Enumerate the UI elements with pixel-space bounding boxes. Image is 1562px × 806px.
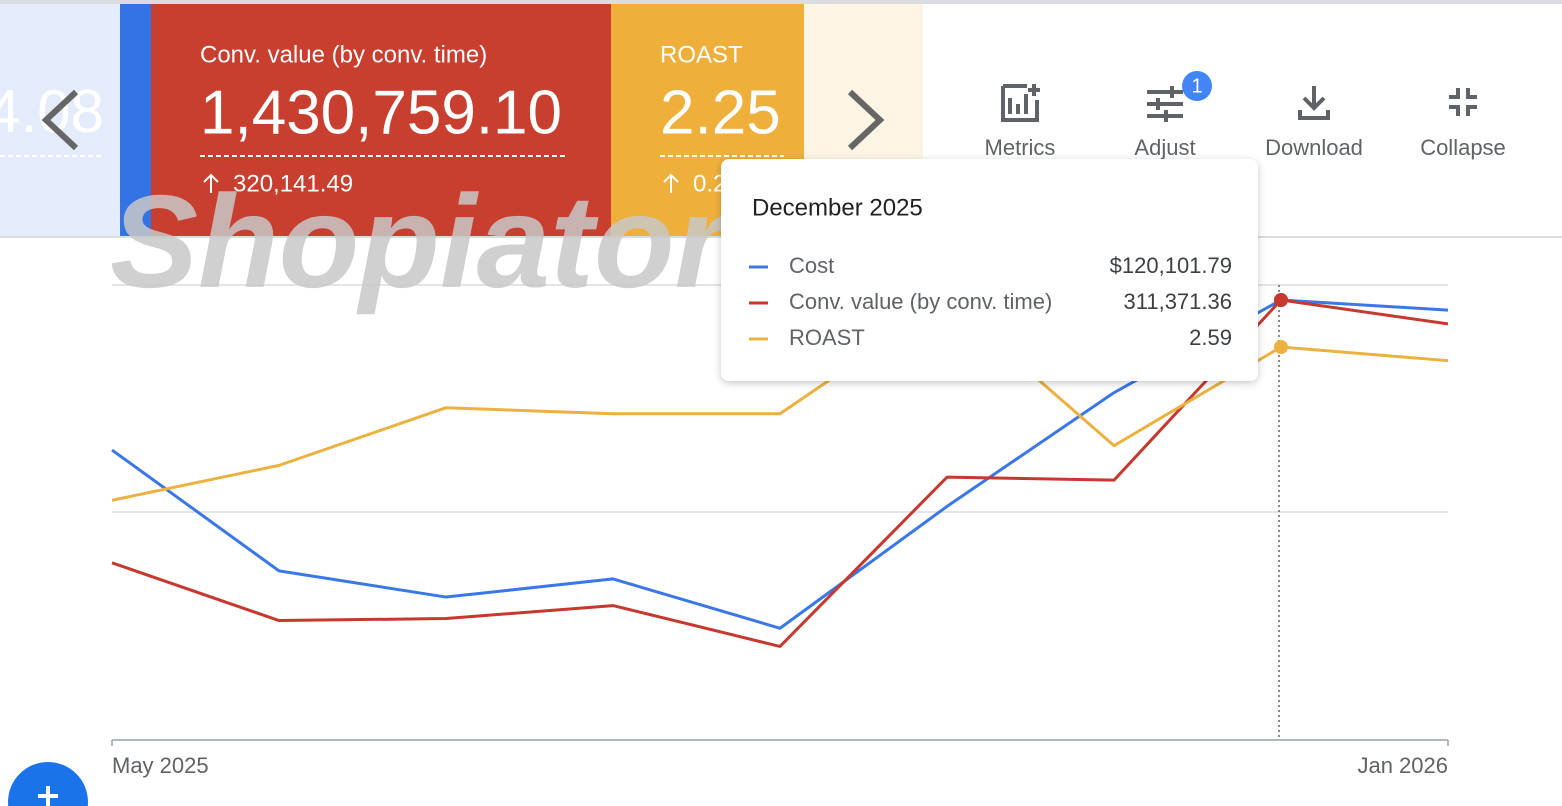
up-arrow	[203, 173, 219, 193]
watermark: Shopiator	[110, 168, 733, 315]
card-title: Conv. value (by conv. time)	[200, 41, 487, 68]
collapse-button[interactable]: Collapse	[1420, 88, 1506, 160]
tooltip: December 2025 Cost $120,101.79 Conv. value…	[721, 159, 1258, 381]
badge	[1182, 71, 1212, 101]
hover-dot	[1274, 293, 1288, 307]
tooltip-value: $120,101.79	[1110, 253, 1232, 278]
toolbar-label: Collapse	[1420, 135, 1506, 160]
scorecard-conv-value[interactable]: Conv. value (by conv. time) 1,430,759.10…	[151, 4, 611, 236]
x-tick-label: May 2025	[112, 753, 209, 778]
adjust-icon-knobs	[1156, 86, 1174, 122]
tooltip-title: December 2025	[752, 194, 923, 221]
card-value: 2.25	[660, 78, 781, 147]
download-button[interactable]: Download	[1265, 86, 1363, 160]
badge-count: 1	[1191, 75, 1202, 97]
toolbar-label: Metrics	[985, 135, 1056, 160]
toolbar: Metrics 1 Adjust Download Collapse	[985, 71, 1506, 160]
card-bg	[0, 4, 120, 236]
card-change: 0.2	[693, 170, 726, 197]
card-title: ROAST	[660, 41, 743, 68]
collapse-icon	[1449, 88, 1477, 116]
metrics-button[interactable]: Metrics	[985, 84, 1056, 160]
scorecard-partial[interactable]: 4.08	[0, 4, 120, 236]
legend-label: Conv. value (by conv. time)	[789, 289, 1052, 314]
tooltip-value: 311,371.36	[1124, 289, 1232, 314]
prev-arrow[interactable]	[41, 89, 79, 151]
next-arrow[interactable]	[847, 89, 885, 151]
tooltip-value: 2.59	[1189, 325, 1232, 350]
card-change: 320,141.49	[233, 170, 353, 197]
card-bg	[151, 4, 611, 236]
toolbar-label: Download	[1265, 135, 1363, 160]
adjust-button[interactable]: 1 Adjust	[1134, 71, 1212, 160]
legend-label: Cost	[789, 253, 834, 278]
card-strip	[120, 4, 151, 236]
add-button[interactable]	[8, 762, 88, 806]
tooltip-bg	[721, 159, 1258, 381]
fab	[8, 762, 88, 806]
up-arrow	[663, 173, 679, 193]
top-border	[0, 0, 1562, 4]
card-value: 1,430,759.10	[200, 78, 562, 147]
toolbar-label: Adjust	[1134, 135, 1195, 160]
fab-plus	[38, 786, 58, 806]
hover-dot	[1274, 340, 1288, 355]
legend-label: ROAST	[789, 325, 865, 350]
x-tick-label: Jan 2026	[1357, 753, 1448, 778]
download-icon	[1298, 86, 1330, 120]
metrics-icon	[1001, 84, 1040, 122]
